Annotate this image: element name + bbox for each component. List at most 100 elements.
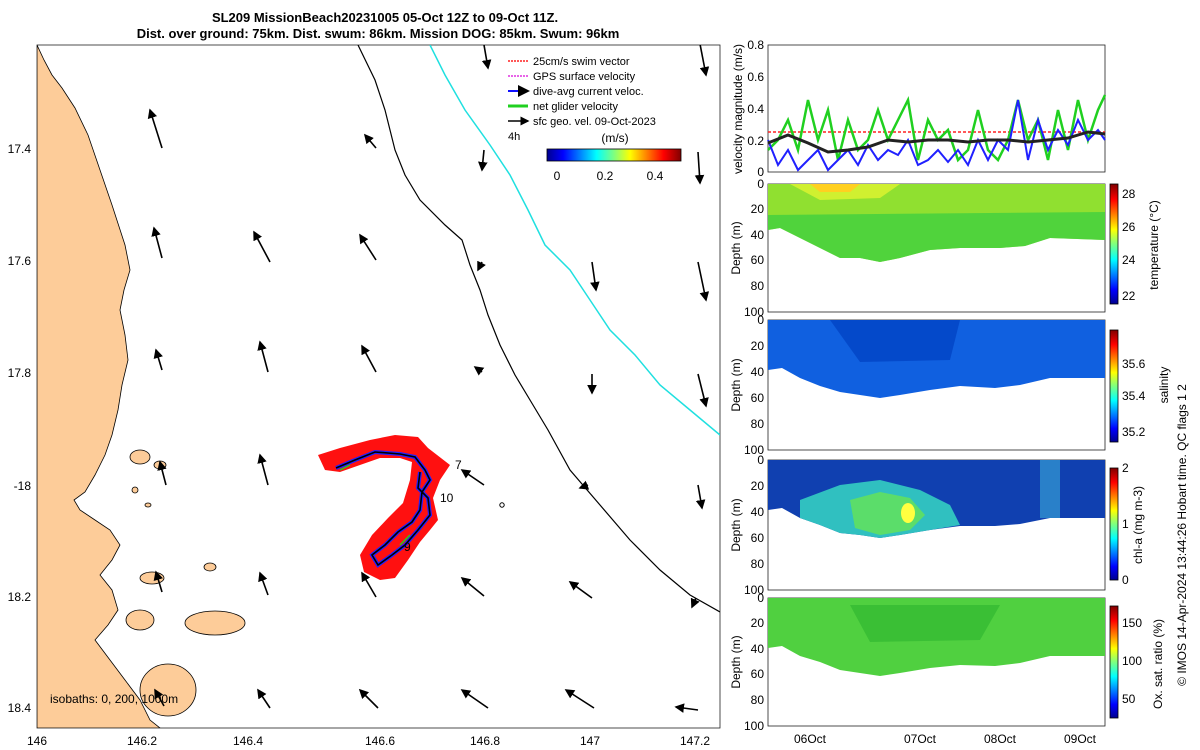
svg-text:17.6: 17.6 xyxy=(8,254,32,268)
velocity-panel: 0.8 0.6 0.4 0.2 0 velocity magnitude (m/… xyxy=(731,38,1107,179)
svg-text:60: 60 xyxy=(751,667,765,681)
svg-text:Depth (m): Depth (m) xyxy=(729,498,743,551)
svg-text:147.2: 147.2 xyxy=(680,734,710,748)
svg-text:35.4: 35.4 xyxy=(1122,389,1146,403)
svg-text:100: 100 xyxy=(744,443,764,457)
svg-text:Depth (m): Depth (m) xyxy=(729,358,743,411)
svg-text:100: 100 xyxy=(744,305,764,319)
svg-text:18.4: 18.4 xyxy=(8,701,32,715)
svg-text:40: 40 xyxy=(751,505,765,519)
colorbar-unit: (m/s) xyxy=(601,131,628,145)
svg-text:80: 80 xyxy=(751,693,765,707)
svg-text:40: 40 xyxy=(751,228,765,242)
interval-label: 4h xyxy=(508,131,520,143)
svg-text:0: 0 xyxy=(554,169,561,183)
map-colorbar xyxy=(546,148,682,162)
svg-text:20: 20 xyxy=(751,616,765,630)
svg-text:Depth (m): Depth (m) xyxy=(729,221,743,274)
svg-text:20: 20 xyxy=(751,339,765,353)
track-label: 10 xyxy=(440,491,454,505)
island xyxy=(139,663,197,717)
svg-text:20: 20 xyxy=(751,202,765,216)
svg-text:50: 50 xyxy=(1122,692,1136,706)
svg-text:08Oct: 08Oct xyxy=(984,732,1017,746)
velocity-ylabel: velocity magnitude (m/s) xyxy=(731,44,745,174)
svg-text:80: 80 xyxy=(751,279,765,293)
svg-text:17.4: 17.4 xyxy=(8,142,32,156)
map-legend: 25cm/s swim vector GPS surface velocity … xyxy=(508,56,682,183)
svg-text:150: 150 xyxy=(1122,616,1142,630)
oxygen-cblabel: Ox. sat. ratio (%) xyxy=(1151,619,1165,709)
svg-text:1: 1 xyxy=(1122,517,1129,531)
chla-panel: 2 1 0 chl-a (mg m-3) Depth (m) 0 20 40 6… xyxy=(729,453,1145,597)
svg-text:0.4: 0.4 xyxy=(747,102,764,116)
svg-text:22: 22 xyxy=(1122,289,1136,303)
figure-title: SL209 MissionBeach20231005 05-Oct 12Z to… xyxy=(212,10,558,25)
legend-sfc-geo: sfc geo. vel. 09-Oct-2023 xyxy=(533,116,656,128)
svg-text:35.2: 35.2 xyxy=(1122,425,1146,439)
isobath-note: isobaths: 0, 200, 1000m xyxy=(50,692,178,706)
svg-text:09Oct: 09Oct xyxy=(1064,732,1097,746)
svg-text:60: 60 xyxy=(751,531,765,545)
salinity-cblabel: salinity xyxy=(1157,367,1171,404)
track-label: 9 xyxy=(404,540,411,554)
svg-text:06Oct: 06Oct xyxy=(794,732,827,746)
svg-text:Depth (m): Depth (m) xyxy=(729,635,743,688)
map-lon-ticks: 146 146.2 146.4 146.6 146.8 147 147.2 xyxy=(27,734,710,748)
svg-text:35.6: 35.6 xyxy=(1122,357,1146,371)
svg-text:07Oct: 07Oct xyxy=(904,732,937,746)
sfc-geo-series xyxy=(767,130,1106,154)
svg-text:0: 0 xyxy=(757,165,764,179)
time-axis: 06Oct 07Oct 08Oct 09Oct xyxy=(794,732,1097,746)
salinity-colorbar xyxy=(1109,329,1119,443)
svg-text:40: 40 xyxy=(751,642,765,656)
figure-subtitle: Dist. over ground: 75km. Dist. swum: 86k… xyxy=(137,26,620,41)
svg-text:100: 100 xyxy=(1122,654,1142,668)
geo-velocity-arrows xyxy=(147,45,710,713)
svg-text:100: 100 xyxy=(744,719,764,733)
map-panel: 7 10 9 146 146.2 146.4 146.6 146.8 147 1… xyxy=(8,44,721,748)
coastline-land xyxy=(37,45,161,728)
svg-text:2: 2 xyxy=(1122,461,1129,475)
glider-track: 7 10 9 xyxy=(318,435,505,580)
legend-dive-avg: dive-avg current veloc. xyxy=(533,86,644,98)
oxygen-panel: 150 100 50 Ox. sat. ratio (%) Depth (m) … xyxy=(729,591,1165,733)
svg-text:147: 147 xyxy=(580,734,600,748)
svg-text:80: 80 xyxy=(751,557,765,571)
svg-text:0: 0 xyxy=(757,453,764,467)
track-label: 7 xyxy=(455,458,462,472)
isobath-1000m xyxy=(429,45,720,436)
island xyxy=(203,562,217,572)
svg-text:20: 20 xyxy=(751,479,765,493)
svg-text:28: 28 xyxy=(1122,187,1136,201)
legend-swim-vector: 25cm/s swim vector xyxy=(533,56,630,68)
svg-text:0.4: 0.4 xyxy=(647,169,664,183)
island xyxy=(184,610,246,636)
temperature-cblabel: temperature (°C) xyxy=(1147,200,1161,290)
svg-text:146.8: 146.8 xyxy=(470,734,500,748)
svg-text:60: 60 xyxy=(751,253,765,267)
svg-text:-18: -18 xyxy=(14,479,32,493)
island xyxy=(125,609,155,631)
svg-text:0: 0 xyxy=(757,591,764,605)
svg-text:100: 100 xyxy=(744,583,764,597)
svg-text:146.4: 146.4 xyxy=(233,734,263,748)
svg-text:0.2: 0.2 xyxy=(597,169,614,183)
svg-text:0: 0 xyxy=(757,177,764,191)
temperature-colorbar xyxy=(1109,183,1119,305)
dive-avg-series xyxy=(767,99,1106,172)
legend-gps-velocity: GPS surface velocity xyxy=(533,71,636,83)
svg-text:80: 80 xyxy=(751,417,765,431)
svg-text:0.6: 0.6 xyxy=(747,70,764,84)
svg-text:26: 26 xyxy=(1122,220,1136,234)
salinity-panel: 35.6 35.4 35.2 salinity Depth (m) 0 20 4… xyxy=(729,313,1171,457)
isobath-200m xyxy=(357,45,720,613)
oxygen-colorbar xyxy=(1109,605,1119,719)
svg-text:24: 24 xyxy=(1122,253,1136,267)
legend-net-glider: net glider velocity xyxy=(533,101,618,113)
svg-text:0: 0 xyxy=(1122,573,1129,587)
svg-text:0: 0 xyxy=(757,313,764,327)
svg-text:17.8: 17.8 xyxy=(8,366,32,380)
svg-text:0.8: 0.8 xyxy=(747,38,764,52)
